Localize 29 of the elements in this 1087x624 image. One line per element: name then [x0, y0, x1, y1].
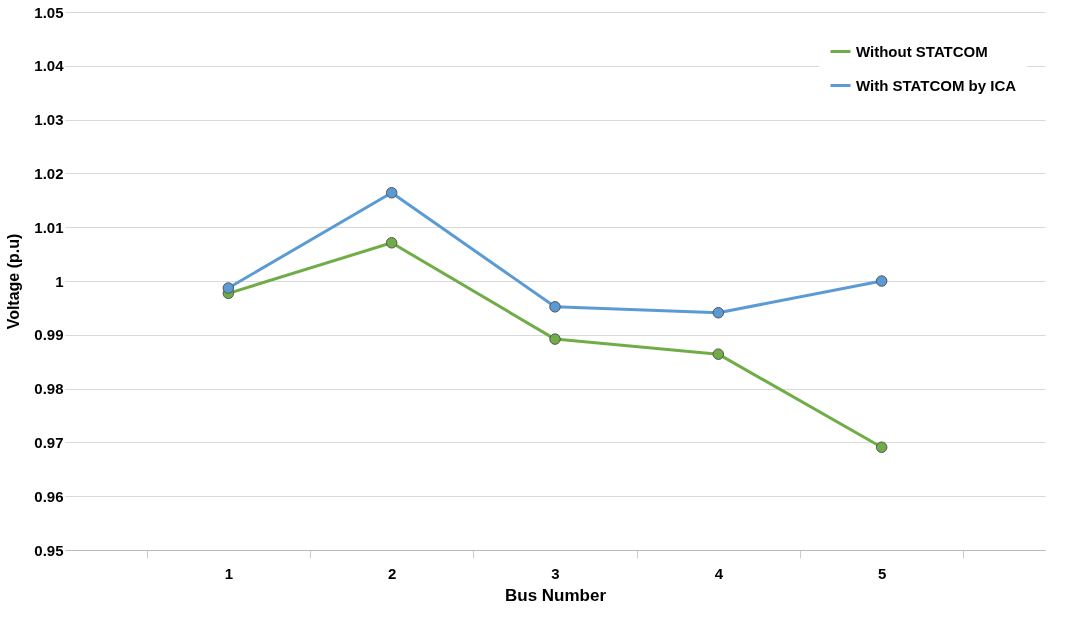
y-tick-label: 0.98	[34, 380, 64, 398]
x-tick-label: 4	[714, 564, 724, 582]
x-axis-title: Bus Number	[504, 585, 607, 605]
point	[712, 348, 725, 360]
point	[549, 333, 561, 345]
y-tick-label: 0.97	[34, 433, 64, 451]
y-axis-title: Voltage (p.u)	[5, 233, 23, 330]
y-tick-label: 1.05	[34, 3, 64, 21]
x-tick-label: 3	[551, 564, 560, 582]
point	[549, 301, 561, 313]
y-tick-label: 1	[55, 272, 64, 290]
x-tick-label: 1	[224, 564, 234, 582]
y-tick-label: 1.01	[34, 218, 64, 236]
point	[222, 282, 235, 294]
point	[712, 307, 725, 319]
y-tick-label: 0.96	[34, 487, 64, 505]
point	[875, 275, 888, 287]
x-tick-label: 2	[387, 564, 397, 582]
point	[875, 441, 888, 453]
y-tick-label: 1.02	[34, 164, 64, 182]
y-tick-label: 1.03	[34, 111, 64, 129]
point	[385, 237, 398, 249]
legend-label: Without STATCOM	[856, 42, 988, 60]
point	[385, 187, 398, 199]
x-tick-label: 5	[877, 564, 887, 582]
y-tick-label: 0.99	[34, 326, 64, 344]
y-tick-label: 1.04	[34, 57, 65, 75]
legend-label: With STATCOM by ICA	[856, 76, 1017, 94]
y-tick-label: 0.95	[34, 541, 64, 559]
